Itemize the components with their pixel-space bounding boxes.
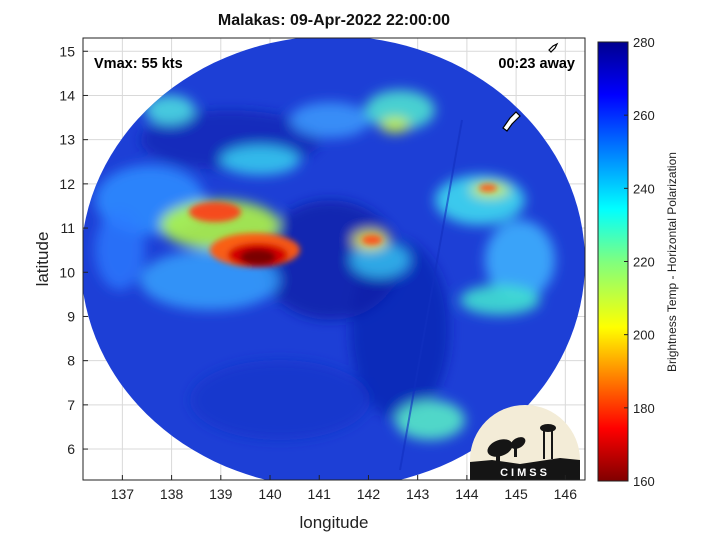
colorbar-tick-label: 260 bbox=[633, 108, 655, 123]
colorbar-tick-label: 160 bbox=[633, 474, 655, 489]
colorbar-tick-label: 180 bbox=[633, 401, 655, 416]
island-outlines bbox=[502, 42, 559, 132]
x-tick-label: 138 bbox=[160, 486, 184, 502]
x-tick-label: 146 bbox=[554, 486, 578, 502]
x-axis: 137 138 139 140 141 142 143 144 145 146 bbox=[111, 475, 578, 502]
cimss-logo: CIMSS bbox=[470, 405, 580, 480]
y-axis-label: latitude bbox=[33, 232, 52, 287]
y-tick-label: 10 bbox=[59, 264, 75, 280]
plot-title: Malakas: 09-Apr-2022 22:00:00 bbox=[217, 12, 451, 29]
colorbar bbox=[597, 41, 629, 482]
y-tick-label: 15 bbox=[59, 43, 75, 59]
colorbar-tick-label: 280 bbox=[633, 35, 655, 50]
x-tick-label: 140 bbox=[258, 486, 282, 502]
colorbar-tick-label: 240 bbox=[633, 181, 655, 196]
x-tick-label: 142 bbox=[357, 486, 381, 502]
y-tick-label: 6 bbox=[67, 441, 75, 457]
x-axis-label: longitude bbox=[299, 513, 368, 532]
microwave-swath bbox=[83, 38, 585, 480]
colorbar-label: Brightness Temp - Horizontal Polarizatio… bbox=[665, 152, 679, 372]
y-tick-label: 9 bbox=[67, 308, 75, 324]
x-tick-label: 143 bbox=[406, 486, 430, 502]
y-tick-label: 7 bbox=[67, 397, 75, 413]
y-tick-label: 12 bbox=[59, 176, 75, 192]
y-axis: 6 7 8 9 10 11 12 13 14 15 bbox=[59, 43, 88, 457]
colorbar-tick-label: 200 bbox=[633, 328, 655, 343]
colorbar-tick-label: 220 bbox=[633, 255, 655, 270]
x-tick-label: 137 bbox=[111, 486, 135, 502]
y-tick-label: 8 bbox=[67, 353, 75, 369]
plot-frame bbox=[82, 37, 586, 481]
x-tick-label: 139 bbox=[209, 486, 233, 502]
x-tick-label: 145 bbox=[504, 486, 528, 502]
x-tick-label: 144 bbox=[455, 486, 479, 502]
colorbar-ticks: 160 180 200 220 240 260 280 bbox=[624, 35, 655, 489]
y-tick-label: 13 bbox=[59, 132, 75, 148]
time-away-label: 00:23 away bbox=[498, 56, 575, 72]
x-tick-label: 141 bbox=[308, 486, 332, 502]
y-tick-label: 14 bbox=[59, 87, 75, 103]
logo-text: CIMSS bbox=[500, 467, 550, 479]
y-tick-label: 11 bbox=[60, 220, 75, 236]
vmax-label: Vmax: 55 kts bbox=[94, 56, 183, 72]
